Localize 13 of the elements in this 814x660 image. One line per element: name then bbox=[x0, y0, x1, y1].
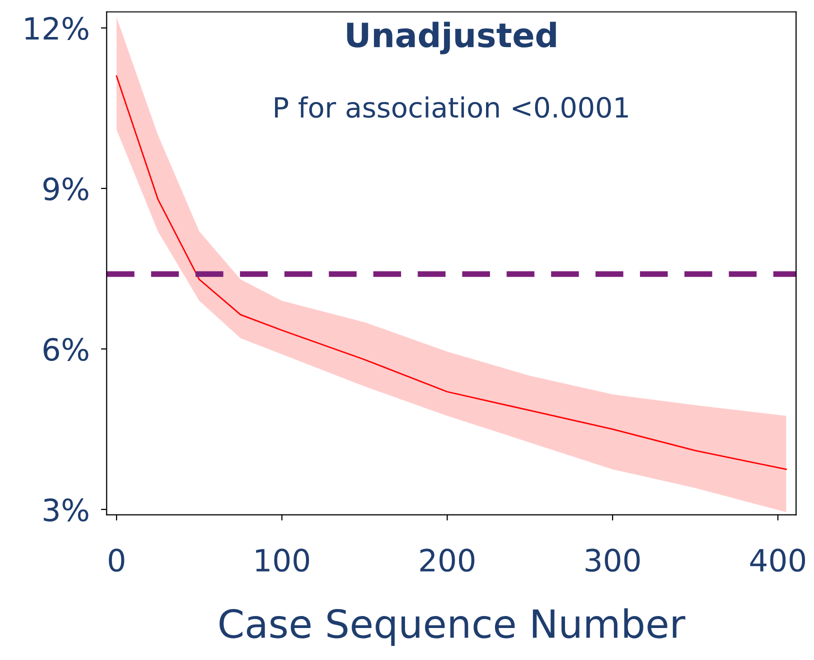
line-series bbox=[116, 75, 787, 470]
x-tick-label: 400 bbox=[750, 548, 806, 572]
x-axis-title: Case Sequence Number bbox=[220, 608, 686, 646]
x-tick-label: 100 bbox=[256, 548, 310, 572]
x-tick-label: 300 bbox=[586, 548, 640, 572]
y-tick-label: 12% bbox=[25, 16, 88, 40]
text: P for association <0.0001 bbox=[275, 96, 628, 118]
chart-title: Unadjusted bbox=[347, 22, 556, 54]
x-tick-label: 200 bbox=[420, 548, 474, 572]
y-tick-label: 3% bbox=[44, 498, 88, 522]
y-tick-label: 9% bbox=[43, 177, 88, 200]
y-tick-label: 6% bbox=[44, 338, 88, 361]
x-tick-label: 0 bbox=[108, 548, 124, 572]
